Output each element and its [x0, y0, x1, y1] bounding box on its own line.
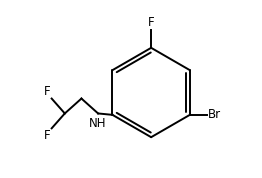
Text: F: F: [44, 129, 50, 142]
Text: F: F: [44, 85, 50, 98]
Text: Br: Br: [208, 108, 221, 121]
Text: F: F: [148, 16, 155, 29]
Text: NH: NH: [89, 117, 106, 130]
